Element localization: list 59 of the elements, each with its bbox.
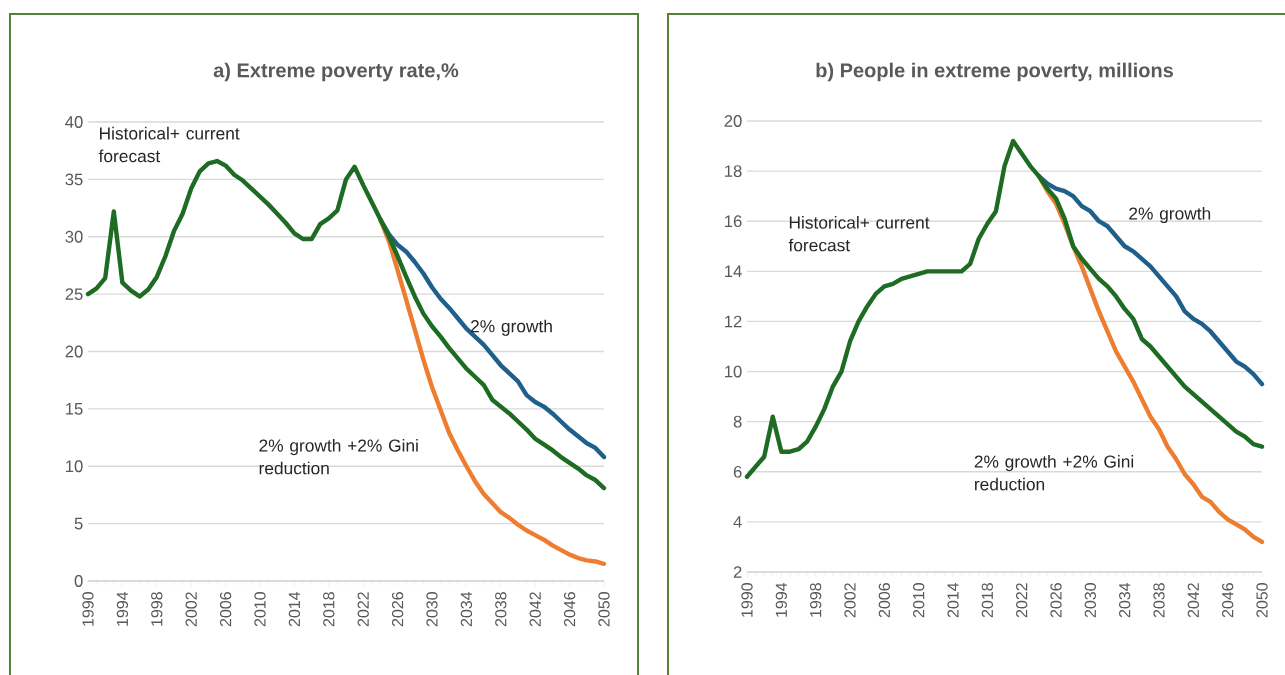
y-tick-label: 14	[725, 265, 742, 278]
y-tick-label: 18	[725, 165, 742, 178]
x-tick-label: 2042	[1187, 583, 1199, 618]
y-tick-label: 30	[65, 230, 83, 243]
chart-title: b) People in extreme poverty, millions	[816, 62, 1173, 82]
x-tick-label: 2038	[495, 592, 507, 627]
series-label: 2% growth +2% Gini reduction	[259, 438, 418, 475]
x-tick-label: 2026	[1050, 583, 1062, 618]
y-tick-label: 40	[65, 116, 83, 128]
y-tick-label: 4	[733, 516, 742, 528]
series-label: 2% growth	[1129, 206, 1211, 224]
x-tick-label: 1990	[82, 592, 94, 626]
x-tick-label: 1998	[810, 583, 822, 617]
x-tick-label: 1994	[116, 591, 129, 626]
x-tick-label: 2006	[219, 592, 232, 627]
y-tick-label: 6	[733, 465, 742, 478]
x-tick-label: 2002	[844, 583, 856, 618]
x-tick-label: 2042	[529, 592, 541, 627]
x-tick-label: 2050	[598, 592, 610, 627]
x-tick-label: 1994	[775, 582, 787, 617]
x-tick-label: 2034	[460, 591, 473, 627]
x-tick-label: 2010	[913, 583, 925, 618]
y-tick-label: 20	[724, 115, 742, 127]
x-tick-label: 2030	[426, 592, 438, 627]
series-label: Historical+ current forecast	[98, 126, 240, 163]
x-tick-label: 2010	[254, 592, 266, 627]
x-tick-label: 2018	[323, 592, 335, 627]
y-tick-label: 5	[74, 517, 83, 530]
x-tick-label: 2006	[878, 583, 890, 618]
y-tick-label: 2	[733, 566, 742, 578]
x-tick-label: 2022	[1016, 583, 1028, 618]
x-tick-label: 2014	[947, 582, 959, 618]
x-tick-label: 1990	[741, 583, 753, 617]
y-tick-label: 16	[725, 215, 742, 228]
y-tick-label: 25	[65, 288, 83, 301]
x-tick-label: 2050	[1256, 583, 1268, 618]
x-tick-label: 2038	[1153, 583, 1165, 618]
y-tick-label: 8	[733, 415, 742, 428]
x-tick-label: 2026	[391, 592, 404, 627]
x-tick-label: 2034	[1119, 582, 1131, 618]
series-label: 2% growth	[470, 319, 552, 336]
x-tick-label: 2046	[1222, 583, 1234, 618]
x-tick-label: 2002	[185, 592, 197, 627]
x-tick-label: 2022	[357, 592, 369, 627]
x-tick-label: 2014	[288, 591, 301, 627]
chart-title: a) Extreme poverty rate,%	[213, 62, 459, 82]
y-tick-label: 0	[74, 575, 83, 587]
series-label: 2% growth +2% Gini reduction	[974, 455, 1134, 491]
x-tick-label: 2018	[981, 583, 993, 618]
x-tick-label: 2046	[563, 592, 576, 627]
y-tick-label: 12	[725, 315, 742, 328]
series-label: Historical+ current forecast	[788, 215, 930, 252]
y-tick-label: 20	[65, 345, 83, 358]
y-tick-label: 10	[725, 365, 742, 378]
y-tick-label: 15	[66, 403, 83, 415]
y-tick-label: 35	[65, 173, 83, 186]
y-tick-label: 10	[66, 460, 83, 473]
x-tick-label: 1998	[151, 592, 163, 626]
x-tick-label: 2030	[1084, 583, 1096, 618]
